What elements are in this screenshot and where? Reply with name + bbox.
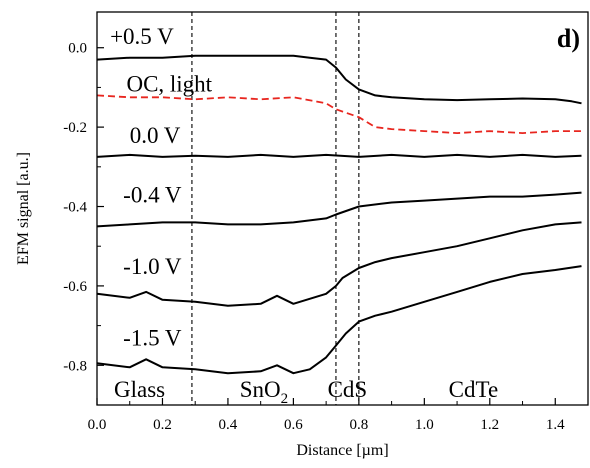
x-axis-label: Distance [µm] [296,442,388,459]
y-tick-label: -0.6 [63,279,87,295]
plot-frame [96,11,589,406]
y-tick-label: -0.4 [63,200,87,216]
series-line [96,153,582,158]
axis-ticks: 0.0 0.2 0.4 0.6 0.8 1.0 1.2 1.4 0.0 -0.2 -0.4 -0.6 -… [63,41,589,433]
chart-labels: Distance [µm] EFM signal [a.u.] d) Glass… [15,24,580,459]
series-line [96,54,582,105]
series-label: -1.5 V [123,325,182,350]
series-line [96,221,582,307]
region-label-text: Glass [114,377,165,402]
series-label: 0.0 V [130,123,181,148]
y-tick-label: -0.2 [63,120,87,136]
panel-label: d) [557,24,580,53]
series-label: -0.4 V [123,183,182,208]
series-label: OC, light [126,71,212,96]
region-label-text: CdTe [449,377,499,402]
x-tick-label: 0.4 [219,417,238,433]
region-label-subscript: 2 [281,391,289,407]
series-group [96,54,582,375]
x-tick-label: 0.6 [284,417,303,433]
y-tick-label: -0.8 [63,358,87,374]
x-tick-label: 1.0 [415,417,434,433]
y-axis-label: EFM signal [a.u.] [15,152,32,265]
x-tick-label: 0.0 [88,417,107,433]
x-tick-label: 1.4 [546,417,565,433]
plot-border [96,11,589,406]
region-label: CdTe [449,377,499,402]
region-label-text: CdS [328,377,368,402]
series-line [96,191,582,228]
x-tick-label: 0.8 [349,417,368,433]
x-tick-label: 0.2 [153,417,172,433]
series-line [96,265,582,375]
series-label: +0.5 V [110,24,174,49]
region-label: Glass [114,377,165,402]
region-label: CdS [328,377,368,402]
region-label: SnO2 [240,377,288,407]
y-tick-label: 0.0 [68,41,87,57]
x-tick-label: 1.2 [480,417,499,433]
series-label: -1.0 V [123,254,182,279]
region-boundaries [191,12,360,405]
series-line [96,94,582,135]
region-label-text: SnO [240,377,281,402]
